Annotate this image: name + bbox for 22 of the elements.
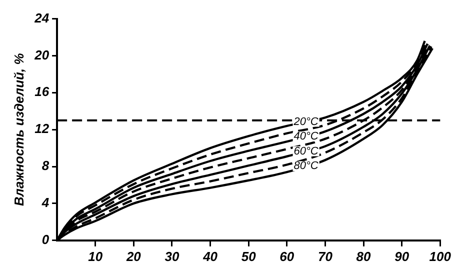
x-tick-label: 40 bbox=[202, 248, 218, 264]
y-tick-label: 16 bbox=[34, 84, 50, 100]
series-label: 60°C bbox=[294, 145, 318, 158]
x-tick-label: 10 bbox=[88, 248, 104, 264]
y-tick-label: 24 bbox=[34, 10, 50, 26]
x-tick-label: 20 bbox=[125, 248, 142, 264]
y-tick-label: 20 bbox=[34, 47, 50, 62]
x-tick-label: 70 bbox=[318, 248, 334, 264]
x-tick-label: 60 bbox=[280, 248, 295, 264]
y-tick-label: 4 bbox=[40, 195, 50, 210]
x-tick-label: 30 bbox=[164, 248, 180, 264]
series-label: 80°C bbox=[294, 160, 318, 172]
x-tick-label: 90 bbox=[394, 248, 410, 264]
y-axis-title: Влажность изделий, % bbox=[11, 52, 26, 206]
y-tick-label: 12 bbox=[34, 121, 50, 136]
x-tick-label: 50 bbox=[241, 248, 257, 264]
series-label: 40°C bbox=[294, 130, 318, 143]
y-tick-label: 8 bbox=[42, 158, 50, 174]
x-tick-label: 80 bbox=[356, 248, 372, 264]
y-tick-label: 0 bbox=[42, 232, 50, 247]
series-label: 20°C bbox=[292, 116, 318, 128]
x-tick-label: 100 bbox=[429, 248, 452, 264]
